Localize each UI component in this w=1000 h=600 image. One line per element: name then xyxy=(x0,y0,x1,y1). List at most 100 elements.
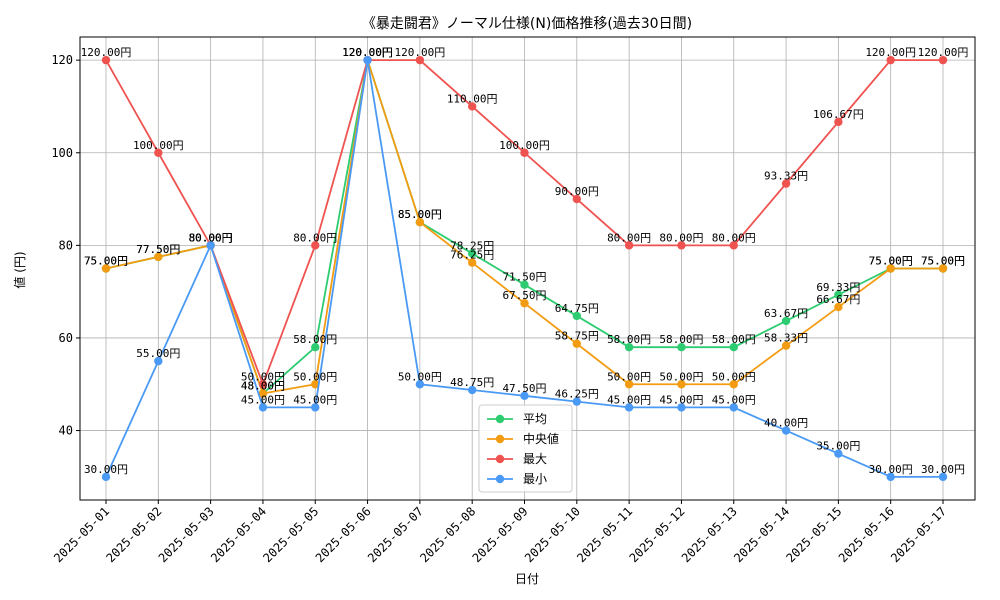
data-label: 75.00円 xyxy=(921,255,965,268)
legend-label: 最大 xyxy=(523,452,547,466)
data-label: 67.50円 xyxy=(502,289,546,302)
data-label: 30.00円 xyxy=(84,463,128,476)
data-point xyxy=(311,343,320,352)
data-point xyxy=(781,316,791,326)
data-label: 46.25円 xyxy=(555,388,599,401)
data-point xyxy=(154,252,163,262)
data-label: 78.25円 xyxy=(450,239,494,252)
x-axis-label: 日付 xyxy=(515,572,539,586)
data-label: 45.00円 xyxy=(659,393,703,406)
data-label: 58.75円 xyxy=(555,330,599,343)
data-point xyxy=(834,449,843,458)
data-point xyxy=(938,472,948,482)
y-tick-label: 40 xyxy=(59,424,73,438)
data-label: 106.67円 xyxy=(813,108,864,121)
data-point xyxy=(258,389,268,398)
chart-title: 《暴走闘君》ノーマル仕様(N)価格推移(過去30日間) xyxy=(362,16,692,32)
data-label: 80.00円 xyxy=(189,231,233,244)
y-tick-label: 60 xyxy=(59,331,73,345)
data-point xyxy=(467,249,477,258)
data-label: 75.00円 xyxy=(84,255,128,268)
data-label: 80.00円 xyxy=(659,231,703,244)
data-point xyxy=(520,391,529,401)
y-tick-label: 100 xyxy=(51,146,73,160)
data-point xyxy=(572,311,582,321)
data-label: 30.00円 xyxy=(921,463,965,476)
legend-label: 平均 xyxy=(523,412,547,426)
data-label: 75.00円 xyxy=(869,255,913,268)
axes-frame xyxy=(79,36,976,501)
data-point xyxy=(467,385,477,395)
y-axis-label: 値 (円) xyxy=(12,251,27,288)
data-point xyxy=(886,55,895,65)
data-label: 77.50円 xyxy=(136,243,180,256)
data-label: 90.00円 xyxy=(555,185,599,198)
data-label: 63.67円 xyxy=(764,307,808,320)
data-point xyxy=(886,264,895,273)
data-label: 58.00円 xyxy=(293,333,337,346)
data-point xyxy=(781,341,791,350)
data-label: 47.50円 xyxy=(502,382,546,395)
data-label: 120.00円 xyxy=(395,46,446,59)
data-point xyxy=(677,380,686,389)
data-label: 40.00円 xyxy=(764,417,808,430)
data-point xyxy=(677,343,686,352)
data-point xyxy=(101,264,111,273)
data-point xyxy=(729,343,738,352)
data-point xyxy=(206,241,215,250)
data-label: 48.00円 xyxy=(241,380,285,393)
data-point xyxy=(624,241,634,250)
data-label: 93.33円 xyxy=(764,170,808,183)
data-point xyxy=(415,380,425,389)
data-point xyxy=(729,380,738,389)
data-label: 58.33円 xyxy=(764,332,808,345)
data-label: 64.75円 xyxy=(555,302,599,315)
data-label: 66.67円 xyxy=(816,293,860,306)
data-label: 35.00円 xyxy=(816,440,860,453)
data-point xyxy=(938,264,948,273)
data-point xyxy=(677,403,686,412)
data-label: 75.00円 xyxy=(84,255,128,268)
data-point xyxy=(258,403,268,412)
data-point xyxy=(572,339,582,348)
data-label: 80.00円 xyxy=(607,231,651,244)
data-label: 85.00円 xyxy=(398,208,442,221)
data-label: 85.00円 xyxy=(398,208,442,221)
legend-swatch-marker xyxy=(495,474,505,484)
data-label: 75.00円 xyxy=(921,255,965,268)
data-point xyxy=(886,472,895,482)
legend-box xyxy=(478,404,573,493)
data-label: 120.00円 xyxy=(81,46,132,59)
y-tick-label: 80 xyxy=(59,238,73,252)
data-label: 71.50円 xyxy=(502,271,546,284)
data-point xyxy=(101,472,111,482)
data-label: 58.00円 xyxy=(659,333,703,346)
data-label: 120.00円 xyxy=(918,46,969,59)
data-point xyxy=(624,343,634,352)
data-point xyxy=(154,148,163,157)
data-point xyxy=(520,148,529,157)
data-point xyxy=(938,55,948,65)
data-point xyxy=(467,102,477,111)
legend-swatch-marker xyxy=(495,414,505,424)
x-tick-label: 2025-05-17 xyxy=(888,504,949,565)
data-point xyxy=(311,241,320,250)
data-label: 48.75円 xyxy=(450,376,494,389)
data-label: 45.00円 xyxy=(607,393,651,406)
legend-swatch-marker xyxy=(495,434,505,444)
data-label: 45.00円 xyxy=(712,393,756,406)
data-label: 120.00円 xyxy=(342,46,393,59)
data-label: 58.00円 xyxy=(712,333,756,346)
data-point xyxy=(467,258,477,267)
data-label: 30.00円 xyxy=(869,463,913,476)
data-label: 80.00円 xyxy=(189,231,233,244)
data-point xyxy=(520,299,529,308)
data-label: 75.00円 xyxy=(869,255,913,268)
series-4 xyxy=(101,55,948,482)
data-label: 77.50円 xyxy=(136,243,180,256)
data-label: 50.00円 xyxy=(659,370,703,383)
legend-label: 最小 xyxy=(523,472,547,486)
data-label: 48.00円 xyxy=(241,380,285,393)
